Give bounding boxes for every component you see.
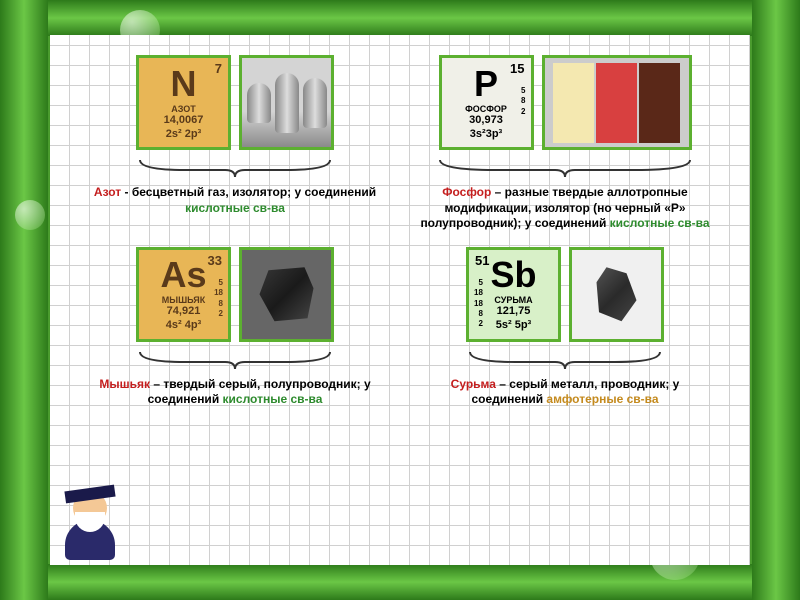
element-symbol: Sb [490, 257, 536, 293]
arsenic-description: Мышьяк – твердый серый, полупроводник; у… [80, 377, 390, 408]
nitrogen-column: 7 N АЗОТ 14,0067 2s² 2p³ Азот - бесцветн… [80, 55, 390, 232]
element-name: СУРЬМА [494, 295, 532, 305]
element-config: 5s² 5p³ [496, 319, 531, 331]
element-config: 2s² 2p³ [166, 128, 201, 140]
brace [435, 155, 695, 180]
desc-props: кислотные св-ва [610, 216, 710, 230]
brace [135, 347, 335, 372]
arsenic-tile: 33 As МЫШЬЯК 74,921 4s² 4p³ 5 18 8 2 [136, 247, 231, 342]
desc-text: - бесцветный газ, изолятор; у соединений [121, 185, 376, 199]
brace [135, 155, 335, 180]
element-mass: 121,75 [497, 305, 531, 317]
arsenic-photo [239, 247, 334, 342]
bubble-decor [15, 200, 45, 230]
professor-character [55, 470, 125, 560]
phosphorus-description: Фосфор – разные твердые аллотропные моди… [410, 185, 720, 232]
element-mass: 14,0067 [164, 114, 204, 126]
element-number: 15 [510, 61, 524, 76]
element-symbol: As [160, 257, 206, 293]
element-number: 33 [208, 253, 222, 268]
content-area: 7 N АЗОТ 14,0067 2s² 2p³ Азот - бесцветн… [50, 35, 750, 565]
element-mass: 74,921 [167, 305, 201, 317]
desc-name: Азот [94, 185, 121, 199]
nitrogen-photo [239, 55, 334, 150]
element-shells: 5 18 8 2 [214, 278, 223, 320]
antimony-description: Сурьма – серый металл, проводник; у соед… [410, 377, 720, 408]
phosphorus-tile: 15 P ФОСФОР 30,973 3s²3p³ 5 8 2 [439, 55, 534, 150]
phosphorus-column: 15 P ФОСФОР 30,973 3s²3p³ 5 8 2 [410, 55, 720, 232]
phosphorus-photo [542, 55, 692, 150]
desc-name: Мышьяк [99, 377, 150, 391]
element-shells: 5 8 2 [521, 86, 525, 117]
antimony-tile: 51 Sb СУРЬМА 121,75 5s² 5p³ 5 18 18 8 2 [466, 247, 561, 342]
element-symbol: N [171, 66, 197, 102]
antimony-column: 51 Sb СУРЬМА 121,75 5s² 5p³ 5 18 18 8 2 … [410, 247, 720, 408]
element-name: ФОСФОР [465, 104, 507, 114]
arsenic-column: 33 As МЫШЬЯК 74,921 4s² 4p³ 5 18 8 2 Мыш… [80, 247, 390, 408]
desc-props: кислотные св-ва [185, 201, 285, 215]
element-shells: 5 18 18 8 2 [474, 278, 483, 330]
element-config: 3s²3p³ [470, 128, 502, 140]
element-mass: 30,973 [469, 114, 503, 126]
antimony-photo [569, 247, 664, 342]
desc-props: амфотерные св-ва [546, 392, 658, 406]
desc-props: кислотные св-ва [223, 392, 323, 406]
element-number: 51 [475, 253, 489, 268]
nitrogen-description: Азот - бесцветный газ, изолятор; у соеди… [80, 185, 390, 216]
desc-name: Фосфор [442, 185, 491, 199]
element-config: 4s² 4p³ [166, 319, 201, 331]
element-number: 7 [215, 61, 222, 76]
nitrogen-tile: 7 N АЗОТ 14,0067 2s² 2p³ [136, 55, 231, 150]
element-name: МЫШЬЯК [162, 295, 205, 305]
brace [465, 347, 665, 372]
element-symbol: P [474, 66, 498, 102]
bottom-row: 33 As МЫШЬЯК 74,921 4s² 4p³ 5 18 8 2 Мыш… [80, 247, 720, 408]
top-row: 7 N АЗОТ 14,0067 2s² 2p³ Азот - бесцветн… [80, 55, 720, 232]
desc-name: Сурьма [451, 377, 496, 391]
element-name: АЗОТ [171, 104, 196, 114]
